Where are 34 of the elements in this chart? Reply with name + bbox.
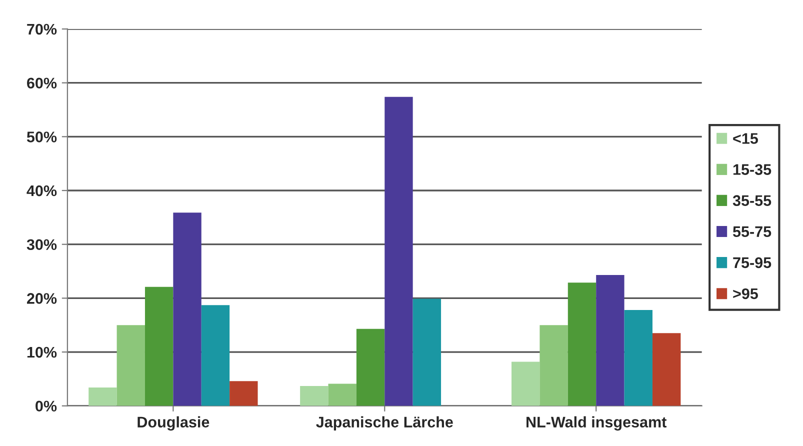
bar <box>300 386 328 406</box>
bar <box>624 310 652 406</box>
legend-label: 15-35 <box>733 164 772 175</box>
bar <box>568 282 596 406</box>
bar <box>201 305 230 406</box>
y-tick-label: 40% <box>26 185 57 196</box>
legend-label: >95 <box>733 288 758 300</box>
bar <box>652 333 681 406</box>
bar <box>412 298 442 406</box>
legend-label: 55-75 <box>732 226 772 238</box>
legend-label: <15 <box>733 133 758 144</box>
y-tick-label: 50% <box>26 132 57 142</box>
y-tick-label: 20% <box>26 293 57 304</box>
x-tick-label: Japanische Lärche <box>316 416 453 431</box>
y-tick-label: 60% <box>27 78 57 89</box>
y-tick-label: 30% <box>26 239 57 250</box>
y-tick-label: 0% <box>36 400 57 412</box>
x-tick-label: Douglasie <box>138 416 210 431</box>
y-tick-label: 70% <box>27 24 57 35</box>
bar <box>540 325 568 406</box>
bar <box>230 381 258 406</box>
bar <box>116 325 145 406</box>
legend-label: 75-95 <box>733 257 772 268</box>
y-tick-label: 10% <box>27 346 57 358</box>
bar <box>596 275 624 406</box>
bar <box>384 96 413 406</box>
bar <box>512 362 540 406</box>
bar <box>173 212 202 406</box>
bar <box>356 328 385 406</box>
legend-label: 35-55 <box>732 195 772 206</box>
bar <box>88 388 117 406</box>
bar <box>144 286 174 406</box>
bar <box>328 384 356 406</box>
x-tick-label: NL-Wald insgesamt <box>526 416 667 431</box>
